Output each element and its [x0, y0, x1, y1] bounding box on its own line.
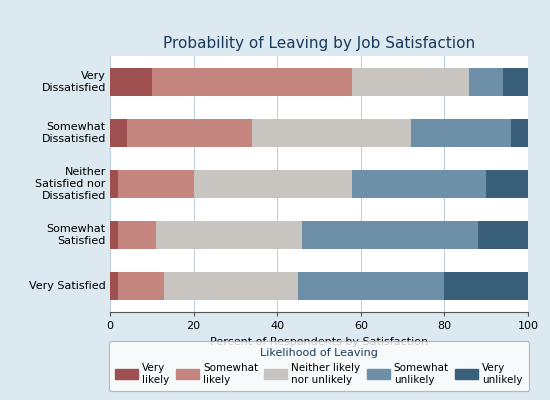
Bar — [512, 119, 528, 147]
Bar — [194, 170, 353, 198]
Bar — [126, 119, 252, 147]
Bar — [353, 170, 486, 198]
Bar — [486, 170, 528, 198]
Bar — [110, 272, 118, 300]
Bar — [110, 68, 152, 96]
Bar — [164, 272, 298, 300]
Bar — [302, 221, 478, 249]
X-axis label: Percent of Respondents by Satisfaction: Percent of Respondents by Satisfaction — [210, 336, 428, 346]
Bar — [118, 170, 194, 198]
Bar — [298, 272, 444, 300]
Bar — [118, 272, 164, 300]
Bar — [118, 221, 156, 249]
Bar — [478, 221, 528, 249]
Legend: Very
likely, Somewhat
likely, Neither likely
nor unlikely, Somewhat
unlikely, Ve: Very likely, Somewhat likely, Neither li… — [109, 342, 529, 391]
Bar — [152, 68, 353, 96]
Bar — [353, 68, 470, 96]
Bar — [110, 119, 126, 147]
Bar — [444, 272, 528, 300]
Bar — [110, 221, 118, 249]
Title: Probability of Leaving by Job Satisfaction: Probability of Leaving by Job Satisfacti… — [163, 36, 475, 51]
Bar — [470, 68, 503, 96]
Bar — [411, 119, 512, 147]
Bar — [156, 221, 302, 249]
Bar — [252, 119, 411, 147]
Bar — [110, 170, 118, 198]
Bar — [503, 68, 528, 96]
